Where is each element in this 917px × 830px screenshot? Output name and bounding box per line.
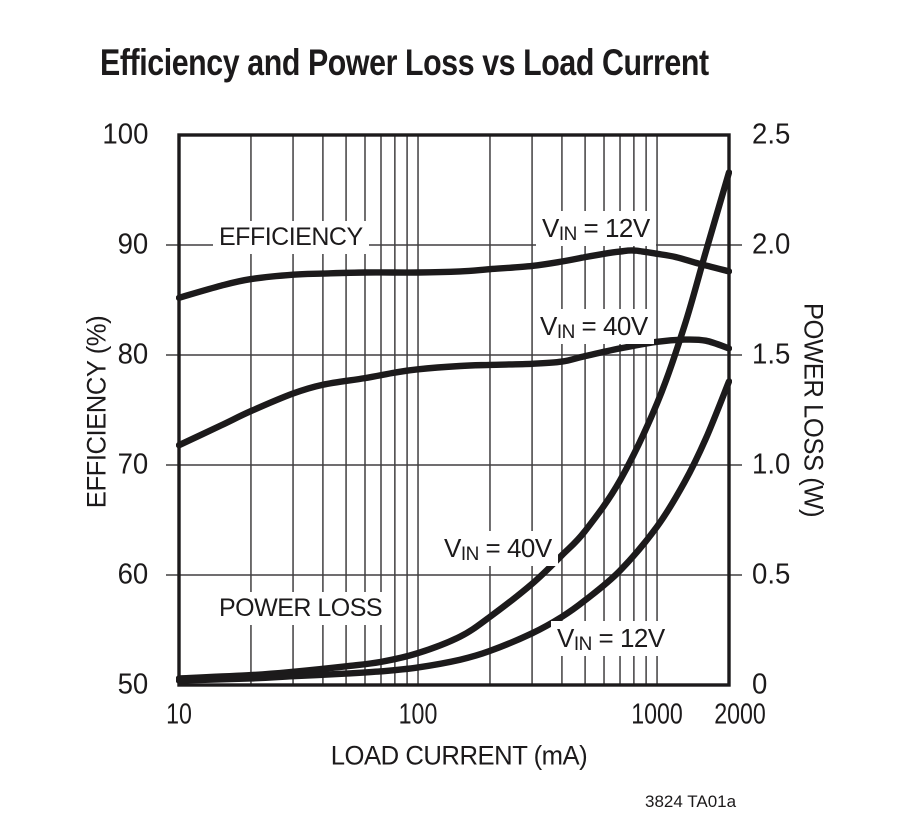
curve-efficiency-vin-12v	[176, 247, 732, 301]
y-left-tick-100: 100	[102, 118, 148, 151]
efficiency-12v-label: VIN = 12V	[536, 211, 656, 246]
vin-symbol: V	[540, 311, 557, 341]
x-tick-2000: 2000	[714, 698, 766, 731]
curve-power-loss-vin-40v	[176, 169, 732, 682]
vin-value: = 12V	[576, 213, 651, 243]
power-loss-40v-label: VIN = 40V	[438, 531, 558, 566]
power-loss-12v-label: VIN = 12V	[551, 621, 671, 656]
chart-title: Efficiency and Power Loss vs Load Curren…	[100, 42, 709, 83]
vin-subscript: IN	[558, 224, 577, 246]
y-left-tick-70: 70	[117, 448, 148, 481]
x-tick-100: 100	[398, 698, 438, 731]
efficiency-40v-label: VIN = 40V	[534, 309, 654, 344]
y-left-tick-90: 90	[117, 228, 148, 261]
vin-symbol: V	[542, 213, 559, 243]
y-right-tick-2p0: 2.0	[752, 228, 791, 261]
efficiency-group-label: EFFICIENCY	[213, 221, 369, 254]
axis-ticks	[166, 244, 742, 576]
curve-power-loss-vin-12v	[176, 378, 732, 684]
y-right-tick-0p5: 0.5	[752, 558, 791, 591]
curve-efficiency-vin-40v	[176, 336, 732, 449]
y-right-axis-title: POWER LOSS (W)	[798, 302, 829, 518]
y-right-tick-0: 0	[752, 668, 768, 701]
power-loss-group-label: POWER LOSS	[213, 592, 389, 625]
y-left-tick-80: 80	[117, 338, 148, 371]
x-tick-1000: 1000	[631, 698, 683, 731]
x-axis-title: LOAD CURRENT (mA)	[330, 740, 588, 771]
vin-symbol: V	[444, 533, 461, 563]
vin-subscript: IN	[460, 544, 479, 566]
vin-value: = 40V	[478, 533, 553, 563]
curves	[176, 169, 732, 684]
vin-subscript: IN	[556, 322, 575, 344]
figure-note: 3824 TA01a	[645, 792, 737, 811]
vin-value: = 40V	[574, 311, 649, 341]
vin-symbol: V	[557, 623, 574, 653]
plot-border	[177, 133, 731, 687]
y-right-tick-2p5: 2.5	[752, 118, 791, 151]
vin-subscript: IN	[573, 634, 592, 656]
y-right-tick-1p5: 1.5	[752, 338, 791, 371]
y-left-axis-title: EFFICIENCY (%)	[81, 315, 112, 509]
y-left-tick-50: 50	[117, 668, 148, 701]
x-tick-10: 10	[166, 698, 192, 731]
y-left-tick-60: 60	[117, 558, 148, 591]
y-right-tick-1p0: 1.0	[752, 448, 791, 481]
vin-value: = 12V	[591, 623, 666, 653]
